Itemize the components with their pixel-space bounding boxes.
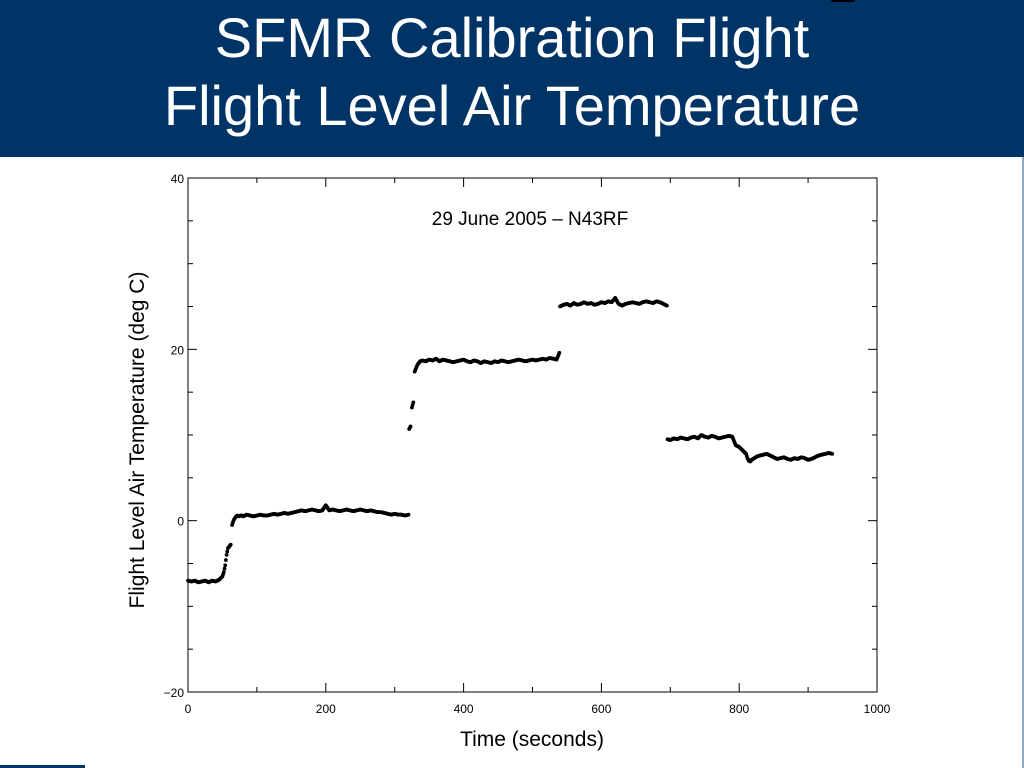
data-point-interp — [223, 558, 228, 562]
slide-header — [0, 0, 1024, 157]
data-point-interp — [221, 572, 226, 577]
x-axis-label: Time (seconds) — [460, 728, 604, 751]
x-tick-label: 400 — [454, 702, 474, 716]
y-tick-label: −20 — [164, 686, 185, 700]
data-point-interp — [410, 403, 415, 407]
y-tick-label: 20 — [171, 343, 185, 357]
slide-right-border — [1022, 157, 1024, 768]
axis-ticks — [187, 177, 878, 693]
y-tick-label: 40 — [171, 172, 185, 186]
title-line-2: Flight Level Air Temperature — [163, 74, 861, 137]
data-point-interp — [228, 543, 232, 548]
data-point-interp — [225, 549, 230, 554]
data-point-interp — [405, 512, 410, 517]
y-tick-label: 0 — [177, 515, 184, 529]
data-point-interp — [829, 451, 834, 456]
data-point-interp — [222, 566, 227, 571]
data-point-interp — [744, 454, 749, 458]
x-tick-label: 1000 — [864, 702, 891, 716]
data-point-interp — [664, 303, 669, 308]
chart-annotation: 29 June 2005 – N43RF — [432, 209, 628, 230]
data-point — [223, 563, 228, 568]
y-axis-label: Flight Level Air Temperature (deg C) — [126, 272, 149, 609]
data-point-interp — [413, 367, 418, 372]
data-point-interp — [743, 451, 748, 456]
data-point-interp — [230, 520, 235, 525]
title-line-1: SFMR Calibration Flight — [214, 6, 810, 69]
data-point-interp — [556, 352, 561, 357]
data-points — [186, 0, 855, 585]
data-point-interp — [850, 0, 855, 2]
x-tick-label: 600 — [591, 702, 611, 716]
slide-bottom-accent — [0, 765, 85, 768]
plot-frame — [187, 177, 878, 693]
x-tick-label: 200 — [316, 702, 336, 716]
slide-title: SFMR Calibration Flight Flight Level Air… — [0, 4, 1024, 140]
x-tick-label: 0 — [185, 702, 192, 716]
data-point — [224, 553, 229, 557]
data-point-interp — [407, 425, 412, 430]
data-point-interp — [219, 575, 224, 579]
x-tick-label: 800 — [729, 702, 749, 716]
